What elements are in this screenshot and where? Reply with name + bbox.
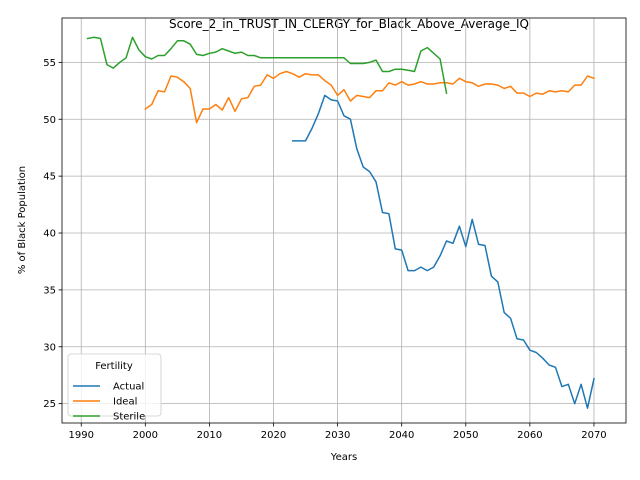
- plot-frame: [61, 17, 627, 424]
- grid-lines: [62, 18, 626, 423]
- x-tick-label: 2050: [453, 430, 478, 441]
- x-tick-label: 2070: [581, 430, 606, 441]
- x-tick-label: 2060: [517, 430, 542, 441]
- x-tick-label: 1990: [69, 430, 94, 441]
- x-axis-label: Years: [330, 452, 357, 463]
- y-axis-label: % of Black Population: [17, 166, 28, 274]
- series-line-ideal: [144, 70, 595, 124]
- y-axis-ticks: 25 30 35 40 45 50 55: [43, 58, 62, 410]
- legend-title: Fertility: [95, 361, 133, 372]
- y-tick-label: 45: [43, 172, 56, 183]
- legend-label-ideal: Ideal: [113, 397, 137, 408]
- y-tick-label: 50: [43, 115, 56, 126]
- series-line-actual: [291, 94, 595, 409]
- x-tick-label: 2040: [389, 430, 414, 441]
- x-tick-label: 2010: [197, 430, 222, 441]
- x-axis-ticks: 1990 2000 2010 2020 2030 2040 2050 2060 2070: [69, 423, 607, 441]
- series-layer: [86, 36, 595, 409]
- legend: Fertility Actual Ideal Sterile: [67, 353, 162, 423]
- y-tick-label: 55: [43, 58, 56, 69]
- x-tick-label: 2020: [261, 430, 286, 441]
- y-tick-label: 35: [43, 285, 56, 296]
- y-tick-label: 40: [43, 229, 56, 240]
- x-tick-label: 2030: [325, 430, 350, 441]
- legend-label-sterile: Sterile: [113, 412, 145, 423]
- y-tick-label: 25: [43, 399, 56, 410]
- series-line-sterile: [86, 36, 448, 94]
- legend-label-actual: Actual: [113, 382, 144, 393]
- chart-title: Score_2_in_TRUST_IN_CLERGY_for_Black_Abo…: [169, 17, 529, 31]
- x-tick-label: 2000: [133, 430, 158, 441]
- y-tick-label: 30: [43, 342, 56, 353]
